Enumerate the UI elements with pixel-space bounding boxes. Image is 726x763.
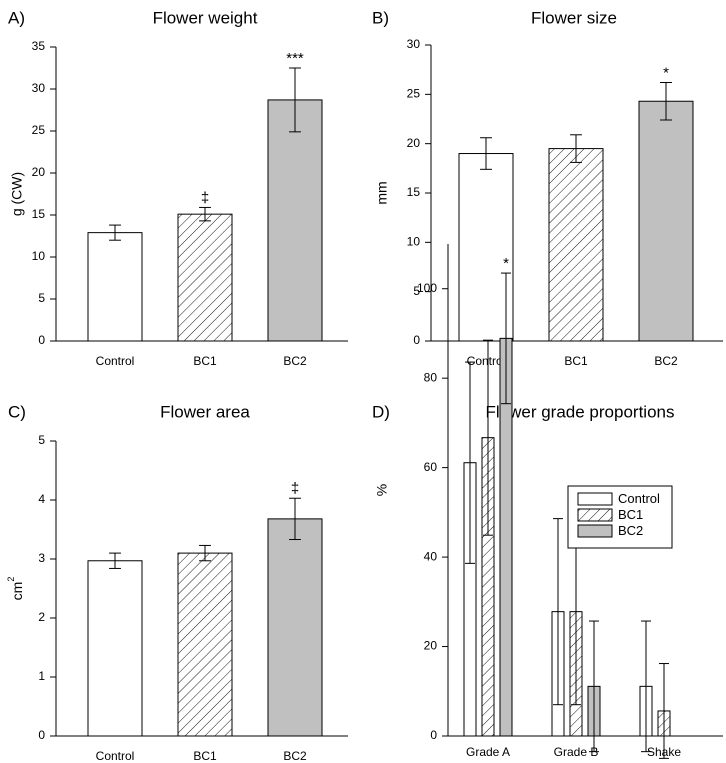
significance-label: * bbox=[503, 255, 509, 272]
panel-3: C) Flower area 0 1 2 3 4 5 cm2 Control BC1 ‡ BC2 bbox=[6, 402, 348, 763]
chart-title: Flower weight bbox=[153, 8, 258, 27]
y-axis-label: g (CW) bbox=[9, 172, 25, 216]
y-tick-label: 10 bbox=[32, 249, 46, 263]
x-tick-label: Shake bbox=[647, 745, 681, 759]
y-tick-label: 30 bbox=[407, 37, 421, 51]
y-tick-label: 30 bbox=[32, 81, 46, 95]
bar bbox=[458, 153, 514, 342]
significance-label: ‡ bbox=[291, 480, 299, 497]
bar bbox=[87, 232, 143, 342]
y-tick-label: 35 bbox=[32, 39, 46, 53]
y-tick-label: 20 bbox=[407, 136, 421, 150]
y-tick-label: 5 bbox=[413, 284, 420, 298]
y-tick-label: 0 bbox=[38, 728, 45, 742]
y-tick-label: 5 bbox=[38, 433, 45, 447]
panel-label: D) bbox=[372, 402, 390, 421]
y-tick-label: 20 bbox=[32, 165, 46, 179]
y-axis-label: mm bbox=[374, 181, 390, 204]
legend-label: BC1 bbox=[618, 507, 643, 522]
y-tick-label: 15 bbox=[32, 207, 46, 221]
significance-label: *** bbox=[286, 50, 304, 67]
bar bbox=[267, 518, 323, 737]
y-axis-label: % bbox=[374, 484, 390, 496]
legend-swatch bbox=[577, 492, 613, 506]
panel-label: A) bbox=[8, 8, 25, 27]
bar bbox=[267, 99, 323, 342]
y-tick-label: 100 bbox=[417, 281, 437, 295]
y-tick-label: 0 bbox=[38, 333, 45, 347]
x-tick-label: Control bbox=[467, 354, 506, 368]
y-tick-label: 3 bbox=[38, 551, 45, 565]
x-tick-label: BC1 bbox=[193, 354, 217, 368]
bar bbox=[638, 100, 694, 342]
y-tick-label: 25 bbox=[407, 87, 421, 101]
legend-swatch bbox=[577, 524, 613, 538]
significance-label: ‡ bbox=[201, 189, 209, 206]
panel-2: B) Flower size 0 5 10 15 20 25 30 mm Control BC1 * BC… bbox=[372, 8, 723, 368]
x-tick-label: Control bbox=[96, 749, 135, 763]
y-tick-label: 10 bbox=[407, 235, 421, 249]
y-tick-label: 80 bbox=[424, 370, 438, 384]
y-tick-label: 4 bbox=[38, 492, 45, 506]
bar bbox=[177, 213, 233, 342]
y-axis-label: cm2 bbox=[6, 577, 24, 601]
superscript: 2 bbox=[6, 577, 16, 582]
x-tick-label: Grade A bbox=[466, 745, 510, 759]
chart-title: Flower grade proportions bbox=[486, 402, 675, 421]
x-tick-label: BC2 bbox=[283, 749, 307, 763]
significance-label: * bbox=[663, 64, 669, 81]
x-tick-label: Grade B bbox=[554, 745, 599, 759]
y-tick-label: 2 bbox=[38, 610, 45, 624]
legend-label: Control bbox=[618, 491, 660, 506]
chart-title: Flower size bbox=[531, 8, 617, 27]
panel-1: A) Flower weight 0 5 10 15 20 25 30 35 g (CW) Contr… bbox=[8, 8, 348, 368]
x-tick-label: BC1 bbox=[564, 354, 588, 368]
bar bbox=[87, 560, 143, 737]
x-tick-label: BC2 bbox=[654, 354, 678, 368]
bar bbox=[177, 552, 233, 737]
y-tick-label: 20 bbox=[424, 639, 438, 653]
legend-swatch bbox=[577, 508, 613, 522]
x-tick-label: BC1 bbox=[193, 749, 217, 763]
panel-label: B) bbox=[372, 8, 389, 27]
y-tick-label: 5 bbox=[38, 291, 45, 305]
y-tick-label: 1 bbox=[38, 669, 45, 683]
bar bbox=[548, 148, 604, 342]
y-tick-label: 15 bbox=[407, 185, 421, 199]
chart-title: Flower area bbox=[160, 402, 250, 421]
y-tick-label: 25 bbox=[32, 123, 46, 137]
y-tick-label: 0 bbox=[430, 728, 437, 742]
x-tick-label: BC2 bbox=[283, 354, 307, 368]
y-tick-label: 40 bbox=[424, 549, 438, 563]
legend-label: BC2 bbox=[618, 523, 643, 538]
x-tick-label: Control bbox=[96, 354, 135, 368]
panel-label: C) bbox=[8, 402, 26, 421]
y-tick-label: 60 bbox=[424, 460, 438, 474]
panel-4: D) Flower grade proportions 0 20 40 60 80 100% *… bbox=[372, 244, 723, 759]
y-tick-label: 0 bbox=[413, 333, 420, 347]
